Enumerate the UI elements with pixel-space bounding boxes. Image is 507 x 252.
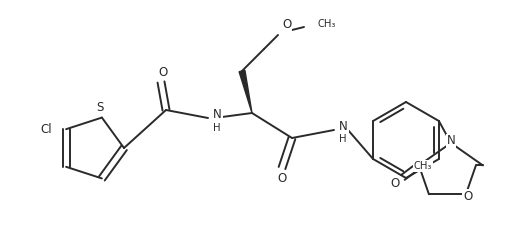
Text: Cl: Cl: [41, 123, 52, 136]
Text: O: O: [463, 190, 473, 203]
Text: CH₃: CH₃: [318, 19, 336, 29]
Polygon shape: [239, 70, 252, 113]
Text: H: H: [339, 134, 346, 144]
Text: N: N: [447, 135, 455, 147]
Text: N: N: [339, 119, 348, 133]
Text: O: O: [282, 18, 291, 32]
Text: S: S: [96, 101, 103, 114]
Text: O: O: [277, 172, 286, 184]
Text: O: O: [390, 177, 400, 190]
Text: N: N: [213, 109, 222, 121]
Text: H: H: [213, 123, 221, 133]
Text: CH₃: CH₃: [414, 161, 432, 171]
Text: O: O: [158, 66, 168, 79]
